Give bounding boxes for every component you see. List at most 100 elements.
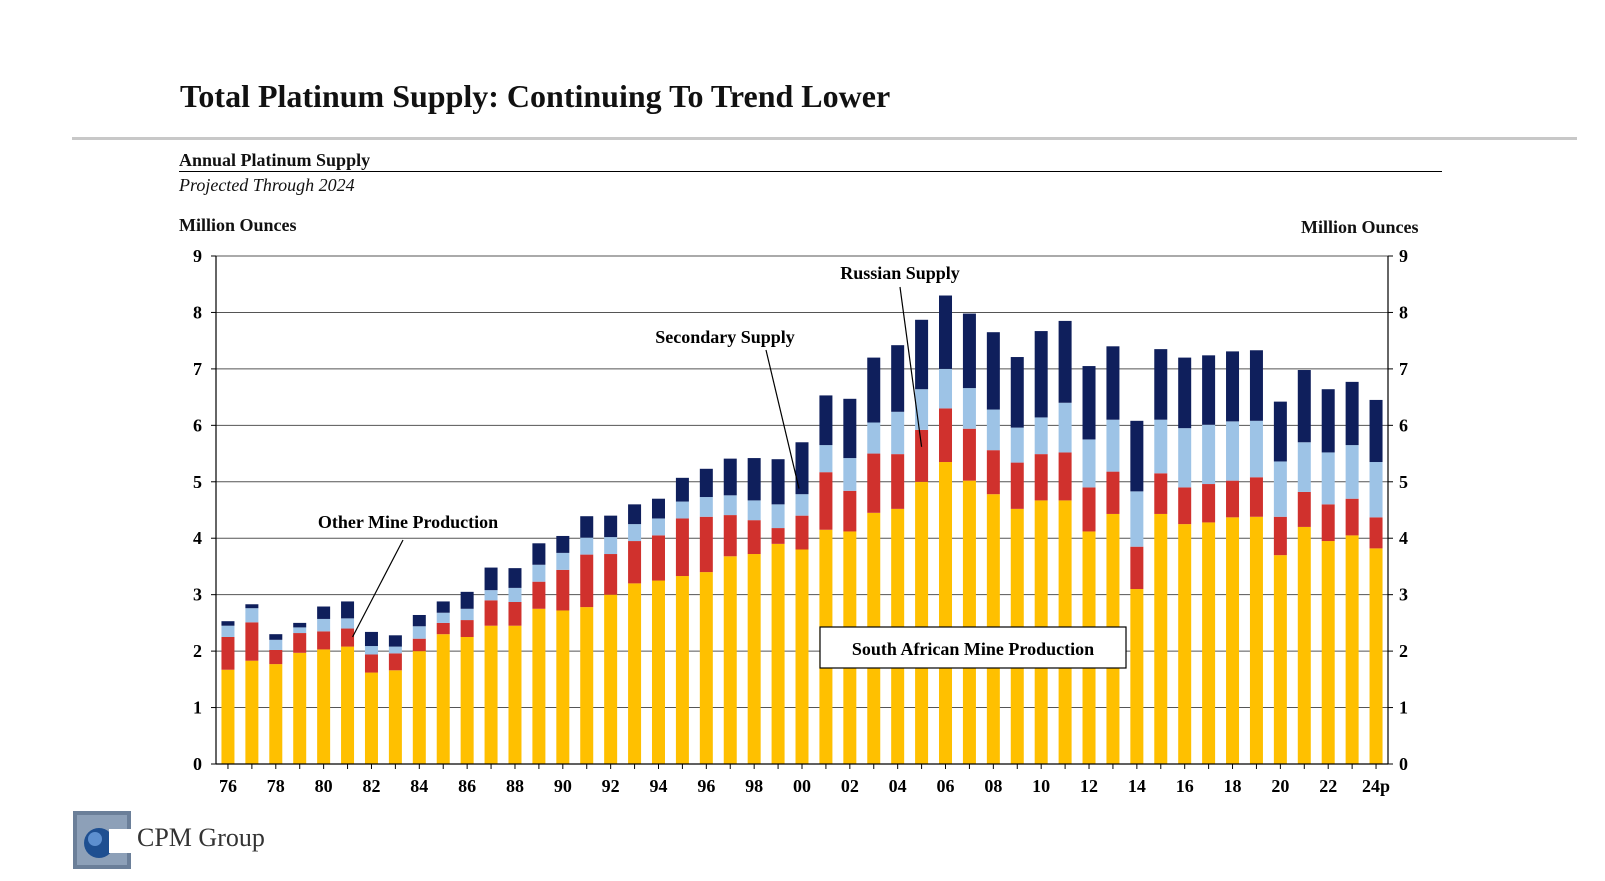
- annotation-box: [819, 626, 1127, 669]
- bar-segment: [1034, 331, 1048, 418]
- bar-segment: [604, 537, 618, 555]
- bar-segment: [867, 453, 881, 513]
- bar-segment: [436, 612, 450, 623]
- chart-title: Annual Platinum Supply: [179, 150, 371, 170]
- y-tick-label-right: 6: [1399, 415, 1408, 435]
- bar-segment: [843, 398, 857, 459]
- bar-segment: [604, 594, 618, 764]
- x-tick-label: 86: [458, 776, 476, 796]
- bar-segment: [1249, 420, 1263, 478]
- y-tick-label-right: 1: [1399, 698, 1408, 718]
- bar-segment: [221, 621, 235, 626]
- x-tick-label: 18: [1224, 776, 1242, 796]
- bar-segment: [1130, 420, 1144, 492]
- bar-segment: [962, 428, 976, 481]
- bar-segment: [1297, 442, 1311, 492]
- x-tick-label: 20: [1271, 776, 1289, 796]
- x-tick-label: 12: [1080, 776, 1098, 796]
- bar-segment: [1154, 349, 1168, 420]
- annotation-russian-supply: Russian Supply: [840, 263, 960, 283]
- bar-segment: [269, 649, 283, 665]
- x-tick-label: 02: [841, 776, 859, 796]
- bar-segment: [939, 295, 953, 369]
- bar-segment: [1154, 419, 1168, 474]
- bar-segment: [388, 635, 402, 647]
- bar-segment: [675, 576, 689, 764]
- bar-segment: [221, 625, 235, 637]
- y-axis-label-right: Million Ounces: [1301, 217, 1419, 237]
- bar-segment: [221, 669, 235, 764]
- bar-segment: [628, 583, 642, 764]
- x-tick-label: 76: [219, 776, 237, 796]
- bar-segment: [771, 528, 785, 544]
- annotation-leader-line: [899, 286, 923, 447]
- bar-segment: [556, 610, 570, 764]
- bar-segment: [245, 604, 259, 609]
- bar-segment: [1154, 513, 1168, 764]
- bar-segment: [412, 614, 426, 627]
- x-tick-label: 84: [410, 776, 428, 796]
- y-tick-label-right: 8: [1399, 302, 1408, 322]
- bar-segment: [1010, 357, 1024, 428]
- annotation-other-mine-production: Other Mine Production: [318, 512, 498, 532]
- bar-segment: [484, 625, 498, 764]
- bar-segment: [986, 450, 1000, 495]
- y-tick-label-right: 7: [1399, 359, 1408, 379]
- bar-segment: [1082, 439, 1096, 488]
- bar-segment: [699, 468, 713, 498]
- bar-segment: [341, 618, 355, 629]
- bar-segment: [651, 518, 665, 536]
- bar-segment: [269, 634, 283, 640]
- bar-segment: [604, 554, 618, 595]
- bar-segment: [1249, 516, 1263, 764]
- annotation-south-african-mine-production: South African Mine Production: [852, 639, 1094, 659]
- bar-segment: [819, 472, 833, 530]
- x-tick-label: 22: [1319, 776, 1337, 796]
- bar-segment: [891, 345, 905, 412]
- bar-segment: [699, 497, 713, 517]
- bar-segment: [747, 500, 761, 521]
- bar-segment: [1321, 504, 1335, 542]
- y-tick-label-left: 2: [193, 641, 202, 661]
- bar-segment: [1034, 417, 1048, 455]
- bar-segment: [604, 515, 618, 538]
- x-tick-label: 98: [745, 776, 763, 796]
- bar-segment: [1202, 522, 1216, 764]
- bar-segment: [293, 622, 307, 628]
- bar-segment: [699, 572, 713, 764]
- page-title: Total Platinum Supply: Continuing To Tre…: [180, 78, 891, 114]
- bar-segment: [364, 631, 378, 647]
- y-tick-label-right: 0: [1399, 754, 1408, 774]
- y-tick-label-right: 4: [1399, 528, 1408, 548]
- chart-title-rule: [179, 171, 1442, 172]
- bar-segment: [1202, 355, 1216, 425]
- bar-segment: [1345, 381, 1359, 446]
- bar-segment: [1010, 462, 1024, 509]
- bar-segment: [293, 633, 307, 653]
- bar-segment: [1154, 473, 1168, 514]
- bar-segment: [508, 568, 522, 588]
- bar-segment: [341, 628, 355, 647]
- bar-segment: [436, 601, 450, 613]
- bar-segment: [1202, 484, 1216, 523]
- bar-segment: [1130, 491, 1144, 547]
- bar-segment: [819, 395, 833, 446]
- x-tick-label: 16: [1176, 776, 1194, 796]
- bar-segment: [675, 477, 689, 502]
- bar-segment: [1273, 461, 1287, 517]
- bar-segment: [1106, 471, 1120, 514]
- bar-segment: [628, 541, 642, 584]
- bar-segment: [1226, 351, 1240, 422]
- bar-segment: [1130, 546, 1144, 590]
- bar-segment: [460, 637, 474, 764]
- bar-segment: [556, 552, 570, 570]
- y-tick-label-left: 9: [193, 246, 202, 266]
- bar-segment: [1106, 419, 1120, 472]
- bar-segment: [436, 622, 450, 635]
- bar-segment: [675, 518, 689, 577]
- bar-segment: [723, 515, 737, 557]
- y-tick-label-left: 4: [193, 528, 202, 548]
- bar-segment: [1369, 399, 1383, 463]
- bar-segment: [245, 608, 259, 623]
- bar-segment: [388, 653, 402, 671]
